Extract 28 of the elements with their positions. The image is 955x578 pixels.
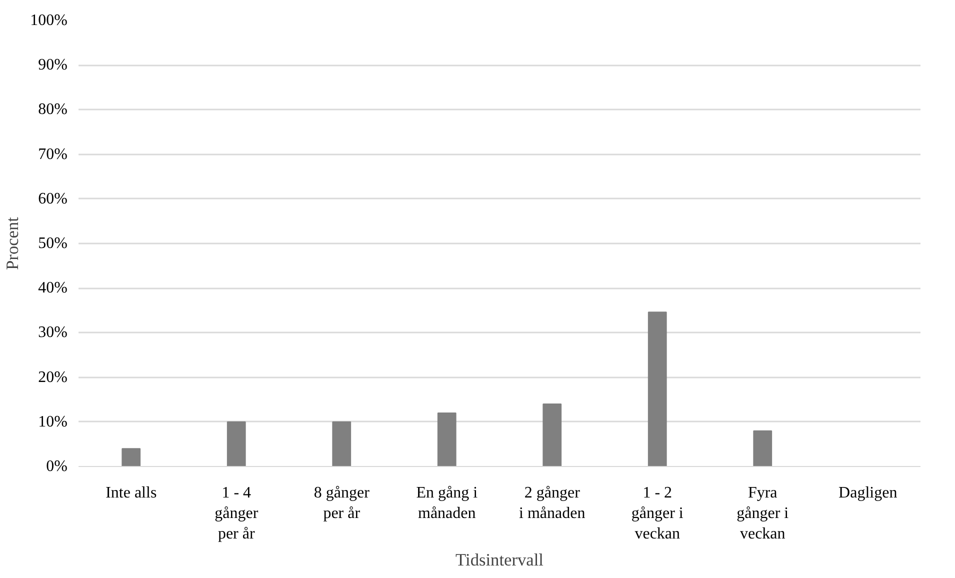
x-tick-label: 1 - 2 gånger i veckan [631, 484, 684, 542]
y-axis-title: Procent [3, 216, 22, 270]
y-tick-label: 50% [38, 235, 68, 252]
x-tick-label: 2 gånger i månaden [519, 484, 586, 522]
bar [753, 430, 772, 466]
bar [122, 448, 141, 466]
bar [542, 404, 562, 466]
x-tick-label: 8 gånger per år [314, 484, 370, 522]
bar [437, 412, 456, 466]
y-tick-label: 90% [38, 56, 68, 74]
y-tick-label: 100% [30, 12, 68, 29]
x-tick-label: Inte alls [106, 484, 157, 502]
y-tick-label: 10% [38, 413, 68, 430]
x-tick-label: Fyra gånger i veckan [736, 484, 790, 542]
y-tick-label: 40% [38, 280, 68, 297]
bar [648, 312, 667, 466]
y-tick-label: 20% [38, 368, 68, 386]
bar [332, 421, 352, 466]
x-tick-label: En gång i månaden [416, 484, 478, 522]
y-tick-label: 80% [38, 101, 68, 118]
x-tick-label: 1 - 4 gånger per år [214, 484, 259, 542]
y-tick-label: 60% [38, 190, 68, 208]
x-axis-title: Tidsintervall [456, 550, 544, 570]
y-tick-label: 70% [38, 146, 68, 163]
y-tick-label: 30% [38, 324, 68, 342]
x-tick-label: Dagligen [838, 484, 898, 502]
y-tick-label: 0% [46, 458, 68, 475]
bar [226, 421, 246, 466]
